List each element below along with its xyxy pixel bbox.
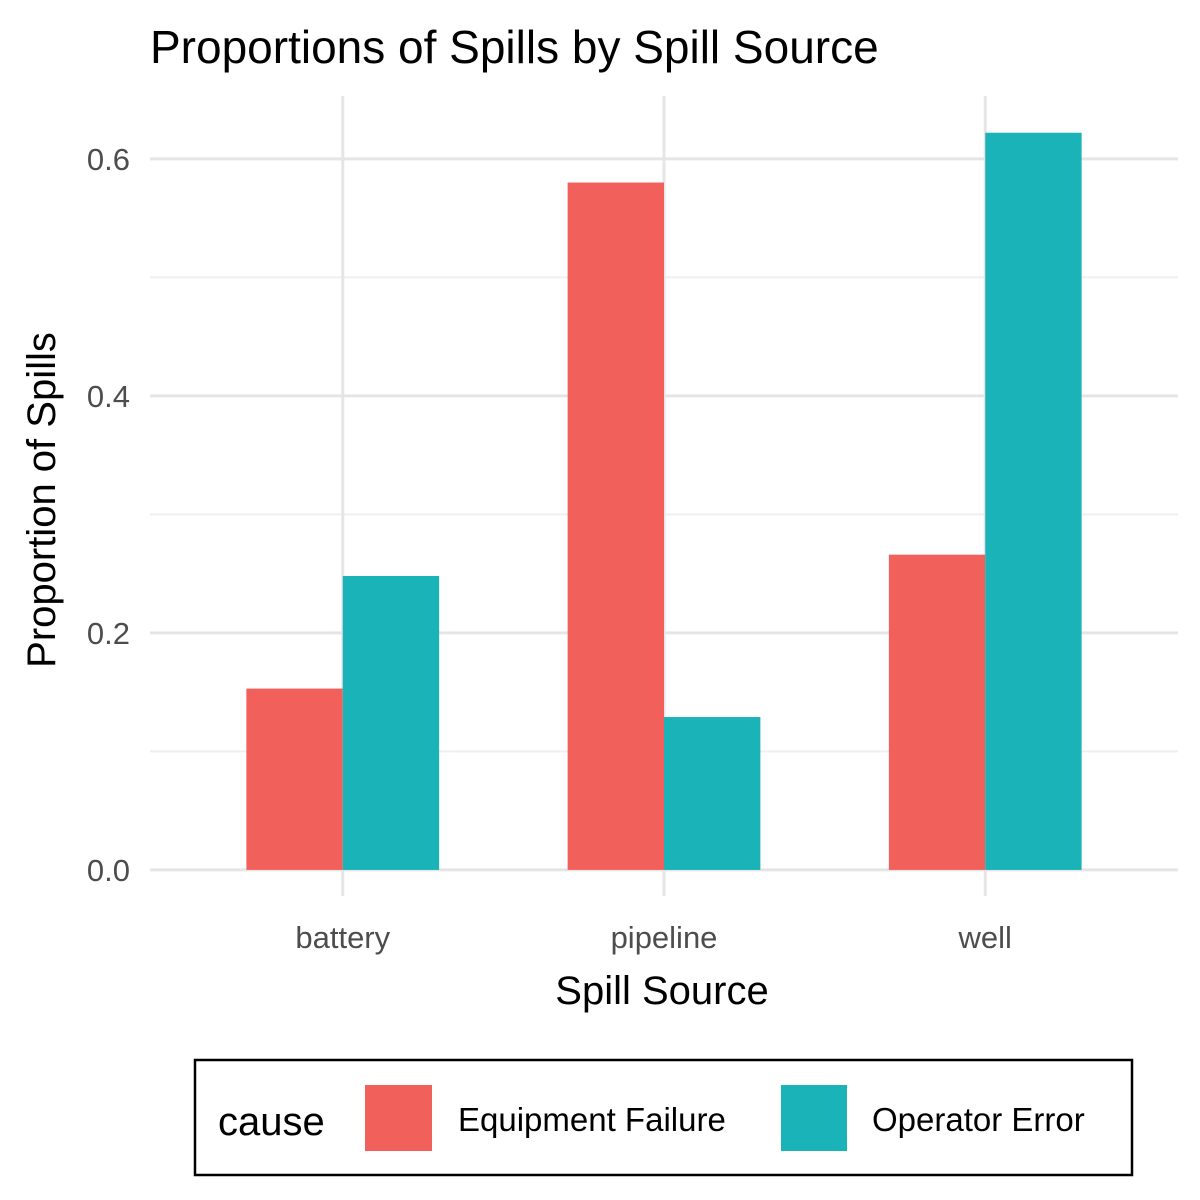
x-tick-label: pipeline [611, 920, 718, 955]
legend-label-operator-error: Operator Error [872, 1101, 1085, 1138]
y-tick-label: 0.0 [87, 853, 130, 888]
legend-title: cause [218, 1100, 325, 1144]
bars [246, 132, 1082, 870]
bar-equipment-failure-battery [246, 688, 343, 870]
legend-key-operator-error [781, 1085, 847, 1151]
y-tick-label: 0.2 [87, 616, 130, 651]
y-tick-label: 0.4 [87, 379, 130, 414]
legend-box [193, 1058, 1134, 1177]
legend-key-equipment-failure [365, 1085, 432, 1151]
bar-operator-error-well [985, 132, 1082, 870]
bar-equipment-failure-well [888, 554, 986, 870]
x-axis-title: Spill Source [555, 969, 768, 1013]
x-axis-ticks: battery pipeline well [295, 920, 1012, 955]
x-tick-label: battery [295, 920, 390, 955]
x-tick-label: well [958, 920, 1012, 955]
bar-operator-error-battery [342, 576, 440, 870]
bar-operator-error-pipeline [664, 717, 761, 870]
legend: cause Equipment Failure Operator Error [193, 1058, 1134, 1177]
y-axis-title: Proportion of Spills [20, 332, 64, 668]
bar-equipment-failure-pipeline [567, 182, 664, 870]
legend-label-equipment-failure: Equipment Failure [458, 1101, 726, 1138]
y-axis-ticks: 0.0 0.2 0.4 0.6 [87, 142, 130, 888]
chart-title: Proportions of Spills by Spill Source [150, 21, 879, 73]
y-tick-label: 0.6 [87, 142, 130, 177]
